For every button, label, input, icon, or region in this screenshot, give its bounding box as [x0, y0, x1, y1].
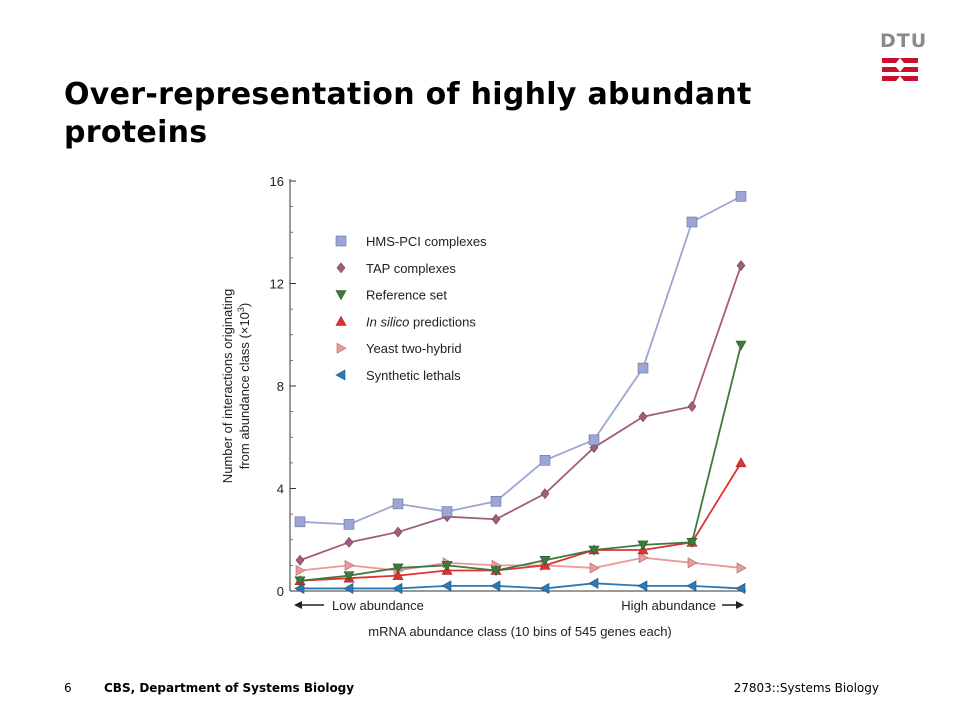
data-point-marker	[490, 496, 502, 507]
data-point-marker	[344, 559, 355, 571]
footer-page-number: 6	[64, 681, 72, 695]
legend-marker	[336, 342, 347, 354]
data-point-marker	[638, 411, 648, 423]
data-point-marker	[637, 362, 649, 374]
data-point-marker	[539, 455, 551, 466]
y-axis-label-sup: 3	[236, 307, 246, 312]
legend-marker	[335, 369, 346, 381]
y-tick-label: 0	[277, 584, 284, 599]
data-point-marker	[735, 191, 747, 202]
data-point-marker	[294, 576, 306, 587]
data-point-marker	[686, 538, 698, 548]
chart-legend: HMS-PCI complexes TAP complexes Reference …	[335, 234, 487, 383]
footer-department: CBS, Department of Systems Biology	[104, 681, 355, 695]
series-line	[299, 462, 742, 582]
legend-label: HMS-PCI complexes	[366, 234, 487, 249]
data-point-marker	[441, 561, 453, 571]
legend-label: In silico predictions	[366, 314, 476, 329]
data-point-marker	[343, 571, 355, 582]
legend-label: TAP complexes	[366, 261, 456, 276]
data-point-marker	[637, 580, 648, 592]
x-annotation-high-abundance: High abundance	[621, 598, 716, 613]
data-point-marker	[441, 580, 452, 592]
y-tick-label: 16	[270, 174, 284, 189]
chart-plot-area	[294, 191, 747, 594]
chart-axes: 0 4 8 12 16	[270, 174, 746, 609]
data-point-marker	[441, 506, 453, 517]
data-point-marker	[687, 401, 697, 412]
y-axis-label-line2: from abundance class (×103)	[236, 303, 252, 470]
data-point-marker	[294, 516, 306, 528]
legend-marker	[335, 315, 347, 326]
data-point-marker	[735, 457, 747, 468]
data-point-marker	[735, 582, 746, 594]
data-point-marker	[539, 582, 550, 594]
y-tick-label: 4	[277, 482, 284, 497]
slide-title: Over-representation of highly abundant p…	[64, 77, 752, 150]
data-point-marker	[539, 555, 551, 566]
y-axis-label-line1: Number of interactions originating	[220, 289, 235, 483]
data-point-marker	[392, 563, 404, 574]
x-axis-label: mRNA abundance class (10 bins of 545 gen…	[368, 624, 672, 639]
data-point-marker	[687, 557, 698, 569]
data-point-marker	[686, 580, 697, 592]
data-point-marker	[343, 582, 354, 594]
series-line	[300, 582, 742, 590]
dtu-logo-text: DTU	[880, 30, 928, 52]
data-point-marker	[294, 582, 305, 594]
y-axis-label-end: )	[237, 303, 252, 307]
data-point-marker	[490, 580, 501, 592]
legend-label-italic: In silico	[366, 314, 409, 329]
data-point-marker	[589, 562, 600, 574]
series-line	[299, 265, 742, 562]
data-point-marker	[588, 577, 599, 589]
data-point-marker	[491, 513, 501, 525]
legend-label: Reference set	[366, 288, 447, 303]
y-tick-label: 12	[270, 277, 284, 292]
y-axis-label-main: from abundance class (×10	[237, 312, 252, 469]
data-point-marker	[638, 552, 649, 564]
dtu-logo: DTU	[880, 30, 928, 86]
dtu-logo-stripes-icon	[882, 58, 918, 81]
data-point-marker	[588, 545, 600, 556]
legend-label-rest: predictions	[409, 314, 476, 329]
data-point-marker	[295, 564, 306, 577]
data-point-marker	[392, 582, 403, 594]
data-point-marker	[540, 488, 550, 500]
data-point-marker	[490, 566, 502, 577]
data-point-marker	[736, 562, 747, 574]
series-line	[299, 344, 742, 582]
x-annotation-low-abundance: Low abundance	[332, 598, 424, 613]
data-point-marker	[343, 519, 355, 530]
y-tick-label: 8	[277, 379, 284, 394]
data-point-marker	[686, 216, 698, 228]
high-abundance-arrow-head-icon	[736, 601, 744, 609]
data-point-marker	[736, 260, 746, 272]
low-abundance-arrow-head-icon	[294, 601, 302, 609]
data-point-marker	[392, 498, 404, 510]
data-point-marker	[295, 554, 305, 566]
data-point-marker	[392, 570, 404, 580]
data-point-marker	[588, 434, 600, 446]
legend-marker	[336, 262, 346, 274]
data-point-marker	[637, 540, 649, 551]
abundance-interactions-chart: 0 4 8 12 16 HMS-PCI complexes TAP complexes Re…	[220, 174, 747, 639]
legend-marker	[335, 290, 347, 301]
legend-label: Yeast two-hybrid	[366, 341, 462, 356]
data-point-marker	[393, 526, 403, 538]
series-line	[299, 195, 742, 526]
legend-marker	[335, 235, 347, 247]
legend-label: Synthetic lethals	[366, 368, 461, 383]
footer-course: 27803::Systems Biology	[733, 681, 879, 695]
data-point-marker	[735, 340, 747, 351]
data-point-marker	[344, 536, 354, 548]
